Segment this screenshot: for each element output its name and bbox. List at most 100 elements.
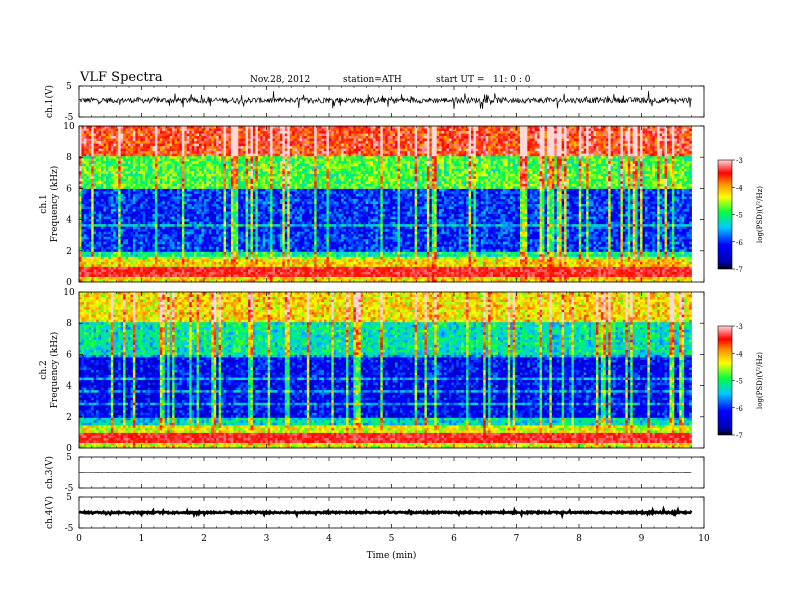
spectrogram-cell (138, 126, 141, 129)
spectrogram-cell (143, 239, 146, 242)
spectrogram-cell (165, 239, 168, 242)
spectrogram-cell (224, 189, 227, 192)
spectrogram-cell (143, 244, 146, 247)
spectrogram-cell (202, 214, 205, 217)
spectrogram-cell (81, 171, 84, 174)
spectrogram-cell (101, 196, 104, 199)
spectrogram-cell (121, 146, 124, 149)
spectrogram-cell (148, 232, 151, 235)
spectrogram-cell (91, 212, 94, 215)
spectrogram-cell (248, 227, 251, 230)
spectrogram-cell (192, 259, 195, 262)
spectrogram-cell (167, 222, 170, 225)
spectrogram-cell (216, 196, 219, 199)
spectrogram-cell (251, 239, 254, 242)
spectrogram-cell (172, 234, 175, 237)
spectrogram-cell (248, 146, 251, 149)
spectrogram-cell (101, 264, 104, 267)
spectrogram-cell (143, 186, 146, 189)
spectrogram-cell (260, 146, 263, 149)
spectrogram-cell (111, 249, 114, 252)
spectrogram-cell (123, 204, 126, 207)
spectrogram-cell (251, 219, 254, 222)
spectrogram-cell (265, 237, 268, 240)
spectrogram-cell (221, 201, 224, 204)
spectrogram-cell (126, 222, 129, 225)
spectrogram-cell (263, 149, 266, 152)
spectrogram-cell (177, 196, 180, 199)
spectrogram-cell (172, 204, 175, 207)
spectrogram-cell (165, 257, 168, 260)
spectrogram-cell (214, 244, 217, 247)
spectrogram-cell (224, 262, 227, 265)
spectrogram-cell (121, 224, 124, 227)
spectrogram-cell (118, 144, 121, 147)
spectrogram-cell (270, 174, 273, 177)
spectrogram-cell (118, 189, 121, 192)
spectrogram-cell (226, 239, 229, 242)
spectrogram-cell (184, 229, 187, 232)
spectrogram-cell (251, 141, 254, 144)
spectrogram-cell (167, 201, 170, 204)
spectrogram-cell (94, 159, 97, 162)
spectrogram-cell (160, 131, 163, 134)
spectrogram-cell (148, 184, 151, 187)
spectrogram-cell (206, 272, 209, 275)
spectrogram-cell (260, 254, 263, 257)
spectrogram-cell (89, 224, 92, 227)
spectrogram-cell (86, 232, 89, 235)
spectrogram-cell (206, 237, 209, 240)
spectrogram-cell (111, 269, 114, 272)
spectrogram-cell (89, 166, 92, 169)
spectrogram-cell (258, 169, 261, 172)
spectrogram-cell (84, 149, 87, 152)
spectrogram-cell (194, 209, 197, 212)
spectrogram-cell (214, 212, 217, 215)
spectrogram-cell (108, 171, 111, 174)
spectrogram-cell (91, 201, 94, 204)
spectrogram-cell (182, 194, 185, 197)
spectrogram-cell (246, 272, 249, 275)
spectrogram-cell (204, 219, 207, 222)
spectrogram-cell (211, 212, 214, 215)
spectrogram-cell (268, 166, 271, 169)
spectrogram-cell (108, 214, 111, 217)
spectrogram-cell (121, 154, 124, 157)
spectrogram-cell (231, 239, 234, 242)
spectrogram-cell (162, 174, 165, 177)
spectrogram-cell (96, 247, 99, 250)
spectrogram-cell (197, 234, 200, 237)
spectrogram-cell (184, 189, 187, 192)
spectrogram-cell (253, 219, 256, 222)
spectrogram-cell (243, 249, 246, 252)
spectrogram-cell (99, 254, 102, 257)
spectrogram-cell (94, 146, 97, 149)
spectrogram-cell (258, 179, 261, 182)
spectrogram-cell (258, 126, 261, 129)
spectrogram-cell (268, 146, 271, 149)
spectrogram-cell (248, 191, 251, 194)
spectrogram-cell (91, 274, 94, 277)
spectrogram-cell (84, 169, 87, 172)
spectrogram-cell (246, 262, 249, 265)
spectrogram-cell (258, 222, 261, 225)
spectrogram-cell (236, 166, 239, 169)
spectrogram-cell (135, 154, 138, 157)
spectrogram-cell (202, 166, 205, 169)
spectrogram-cell (224, 217, 227, 220)
spectrogram-cell (101, 267, 104, 270)
spectrogram-cell (84, 259, 87, 262)
spectrogram-cell (251, 252, 254, 255)
spectrogram-cell (197, 259, 200, 262)
spectrogram-cell (270, 171, 273, 174)
spectrogram-cell (108, 151, 111, 154)
spectrogram-cell (91, 207, 94, 210)
spectrogram-cell (241, 232, 244, 235)
spectrogram-cell (177, 191, 180, 194)
spectrogram-cell (236, 264, 239, 267)
spectrogram-cell (170, 262, 173, 265)
spectrogram-cell (241, 224, 244, 227)
spectrogram-cell (204, 247, 207, 250)
spectrogram-cell (233, 181, 236, 184)
spectrogram-cell (233, 131, 236, 134)
